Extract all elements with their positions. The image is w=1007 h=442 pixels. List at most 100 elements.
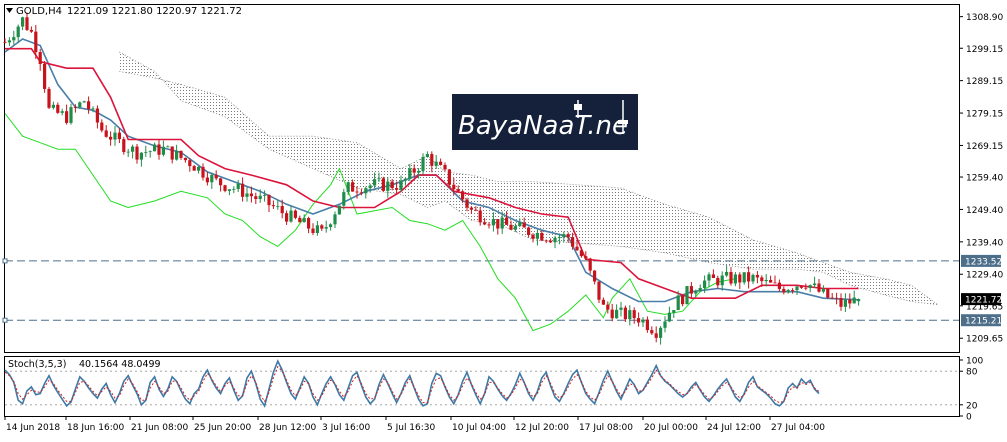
candle-body xyxy=(707,274,711,281)
candle xyxy=(562,231,566,243)
price-tick-label: 1299.15 xyxy=(966,45,1003,55)
candle xyxy=(632,307,636,324)
candle xyxy=(205,172,209,186)
candle-body xyxy=(857,299,861,302)
candle xyxy=(461,190,465,203)
candle-body xyxy=(689,286,693,294)
candle-body xyxy=(755,274,759,278)
candle-body xyxy=(170,146,174,160)
candle-body xyxy=(597,281,601,300)
candle-body xyxy=(791,290,795,291)
candle xyxy=(843,293,847,312)
candle xyxy=(509,220,513,231)
candle xyxy=(852,290,856,304)
candle xyxy=(782,286,786,295)
candle-body xyxy=(113,132,117,140)
candle xyxy=(619,301,623,317)
candle xyxy=(773,275,777,284)
candle xyxy=(575,240,579,251)
candle xyxy=(478,207,482,226)
candle xyxy=(29,26,33,33)
candle-body xyxy=(25,17,29,30)
candle xyxy=(795,285,799,296)
candle-body xyxy=(395,188,399,190)
candle xyxy=(69,103,73,125)
cloud-area xyxy=(119,52,938,305)
candle xyxy=(223,184,227,193)
candle xyxy=(249,186,253,203)
candle-body xyxy=(738,274,742,283)
price-tick-label: 1289.15 xyxy=(966,77,1003,87)
candle xyxy=(16,24,20,43)
candle xyxy=(747,266,751,289)
candle xyxy=(271,200,275,209)
candle xyxy=(82,100,86,103)
time-tick-label: 20 Jul 00:00 xyxy=(644,423,698,433)
candle-body xyxy=(782,288,786,293)
upper-level-label: 1233.52 xyxy=(965,257,1002,267)
ohlc-label: 1221.09 1221.80 1220.97 1221.72 xyxy=(67,6,242,17)
candle-body xyxy=(51,104,55,108)
candle xyxy=(425,151,429,158)
candle xyxy=(659,326,663,345)
candle-body xyxy=(430,154,434,166)
candle-body xyxy=(386,181,390,191)
candle xyxy=(531,233,535,243)
candle-body xyxy=(201,166,205,178)
time-tick-label: 17 Jul 08:00 xyxy=(579,423,633,433)
candle xyxy=(21,16,25,31)
candle xyxy=(87,96,91,114)
candle-body xyxy=(456,189,460,192)
candle xyxy=(395,181,399,195)
candle-body xyxy=(166,146,170,148)
candle xyxy=(839,293,843,311)
candle-body xyxy=(725,271,729,276)
candle-body xyxy=(249,193,253,197)
stoch-tick-label: 80 xyxy=(966,368,978,378)
candle xyxy=(791,288,795,294)
stoch-main-line xyxy=(4,359,820,408)
candle xyxy=(293,209,297,220)
candle-body xyxy=(601,299,605,305)
candle-body xyxy=(623,307,627,320)
time-tick-label: 25 Jun 20:00 xyxy=(194,423,251,433)
candle-body xyxy=(73,107,77,108)
candle-body xyxy=(751,274,755,282)
candle xyxy=(703,275,707,293)
candle xyxy=(685,285,689,305)
candle-body xyxy=(443,164,447,170)
candle-body xyxy=(139,152,143,160)
candle xyxy=(78,101,82,109)
candle-body xyxy=(672,310,676,313)
candle xyxy=(307,216,311,234)
candle-body xyxy=(584,256,588,259)
candle-body xyxy=(478,210,482,223)
candle-body xyxy=(285,213,289,222)
candle xyxy=(320,224,324,232)
current-price-label: 1221.72 xyxy=(965,296,1002,306)
triangle-down-icon[interactable] xyxy=(6,8,13,13)
candle-body xyxy=(236,183,240,189)
candle xyxy=(694,289,698,297)
candle-body xyxy=(175,150,179,160)
candle xyxy=(104,125,108,138)
candle-body xyxy=(663,321,667,328)
candle-body xyxy=(359,192,363,194)
candle xyxy=(417,168,421,179)
candle-body xyxy=(619,307,623,310)
candle-body xyxy=(509,224,513,230)
candle-body xyxy=(219,178,223,186)
candle-body xyxy=(267,194,271,206)
candle xyxy=(122,136,126,155)
candle-body xyxy=(483,222,487,225)
candle-body xyxy=(16,26,20,38)
candle-body xyxy=(197,166,201,171)
time-tick-label: 10 Jul 04:00 xyxy=(452,423,506,433)
candle-body xyxy=(183,157,187,161)
candle-body xyxy=(91,108,95,110)
candle-body xyxy=(12,37,16,41)
candle-body xyxy=(694,291,698,294)
candle xyxy=(689,282,693,298)
